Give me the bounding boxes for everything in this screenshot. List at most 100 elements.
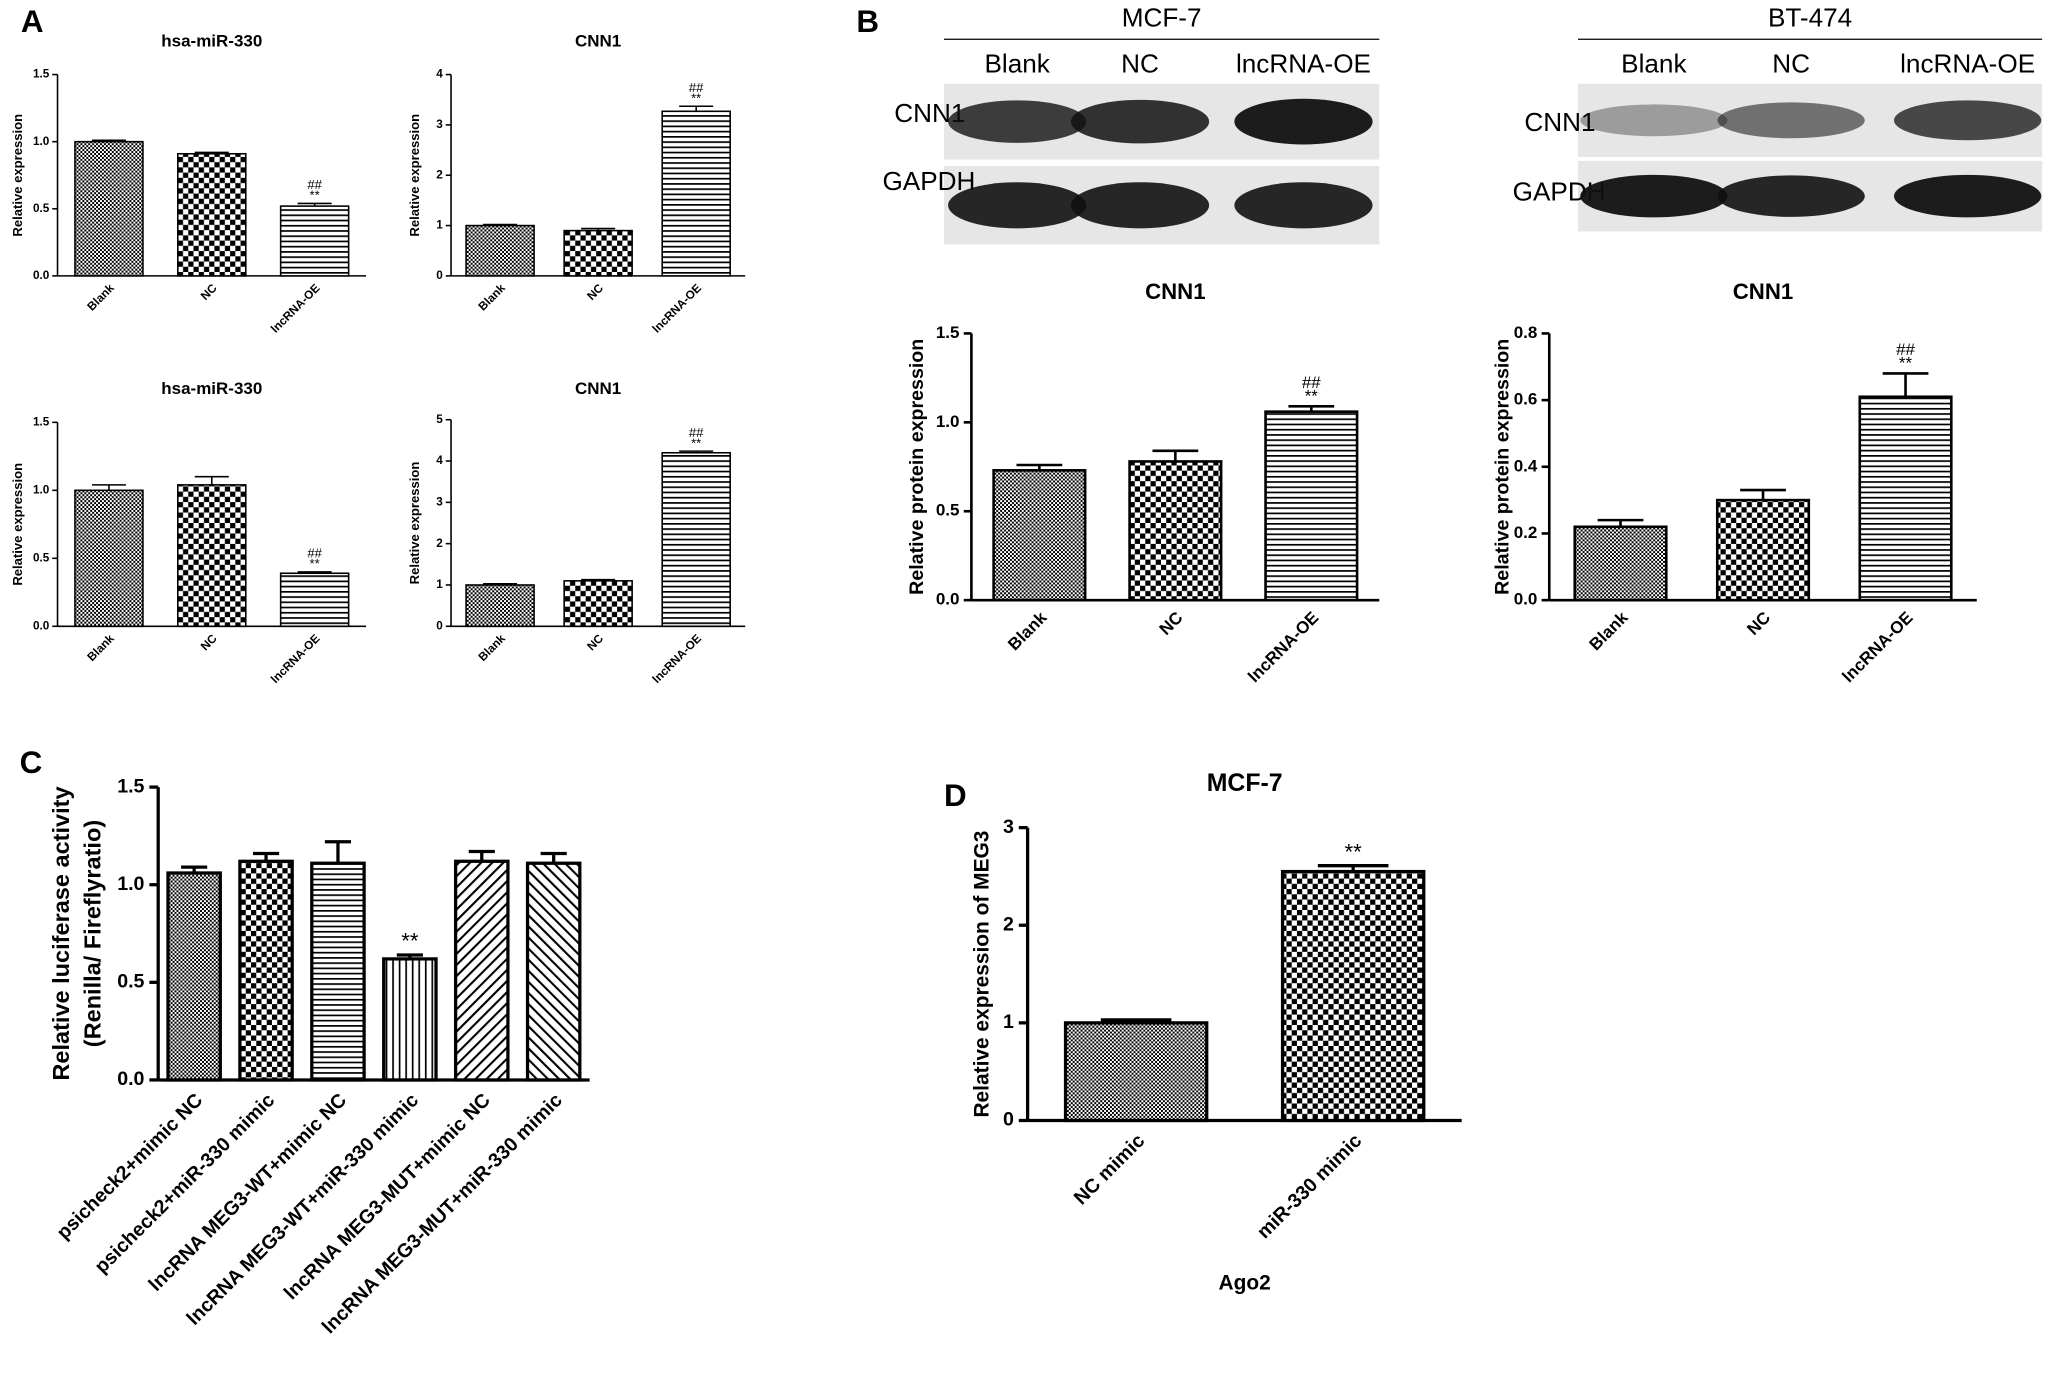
annotation: ## [1896, 340, 1915, 359]
panel-label: D [944, 778, 967, 813]
x-tick-label: NC mimic [1070, 1130, 1150, 1210]
bar [74, 140, 144, 277]
x-tick-label: Blank [1585, 608, 1632, 655]
y-tick-label: 1 [436, 578, 443, 591]
y-axis-label: Relative expression [10, 463, 25, 586]
bar [1280, 869, 1426, 1123]
x-tick-label: Blank [85, 281, 117, 313]
annotation: ** [691, 91, 701, 106]
y-tick-label: 0.6 [1514, 390, 1538, 409]
bar [166, 871, 222, 1082]
blot-lane-label: NC [1121, 48, 1159, 78]
x-tick-label: lncRNA-OE [1838, 608, 1916, 686]
chart-title: CNN1 [1733, 279, 1794, 304]
annotation: ** [1899, 354, 1913, 373]
annotation: ** [691, 435, 701, 450]
blot-band [1893, 100, 2042, 141]
y-tick-label: 3 [436, 495, 443, 508]
y-tick-label: 1.5 [33, 68, 50, 81]
y-tick-label: 4 [436, 68, 443, 81]
bar [382, 957, 438, 1082]
y-axis-label: Relative luciferase activity [48, 786, 74, 1080]
x-tick-label: NC [198, 281, 220, 303]
bar [1858, 395, 1953, 602]
y-tick-label: 5 [436, 413, 443, 426]
y-tick-label: 0.4 [1514, 456, 1538, 475]
blot-band [1234, 182, 1373, 229]
x-tick-label: lncRNA-OE [269, 632, 323, 686]
y-axis-label: Relative expression of MEG3 [971, 831, 994, 1118]
x-tick-label: Blank [476, 632, 508, 664]
x-tick-label: Blank [1004, 608, 1051, 655]
bar [177, 152, 247, 277]
y-tick-label: 0.0 [117, 1068, 144, 1090]
bar [661, 451, 731, 628]
bar [453, 859, 510, 1082]
y-axis-label: Relative expression [407, 114, 422, 237]
panel-label: C [20, 745, 43, 780]
y-tick-label: 0.0 [936, 590, 960, 609]
blot-cell-line: MCF-7 [1122, 3, 1202, 33]
annotation: ## [1302, 373, 1321, 392]
x-tick-label: NC [585, 281, 607, 303]
bar [661, 110, 731, 277]
y-tick-label: 1.0 [33, 483, 50, 496]
y-tick-label: 1.0 [936, 412, 960, 431]
blot-lane-label: Blank [1621, 48, 1687, 78]
blot-lane-label: Blank [984, 48, 1050, 78]
bar [177, 484, 247, 628]
y-tick-label: 0 [436, 269, 443, 282]
chart-title: CNN1 [575, 31, 621, 50]
x-tick-label: NC [1156, 608, 1187, 639]
bar [279, 205, 350, 277]
x-tick-label: lncRNA-OE [269, 282, 323, 336]
annotation: ** [1305, 386, 1319, 405]
bar [1128, 460, 1223, 602]
y-tick-label: 3 [436, 118, 443, 131]
y-tick-label: 0.0 [33, 269, 50, 282]
y-tick-label: 3 [1003, 816, 1014, 838]
x-tick-label: miR-330 mimic [1253, 1130, 1366, 1243]
y-tick-label: 0.5 [117, 971, 144, 993]
x-tick-label: lncRNA-OE [650, 632, 704, 686]
blot-cell-line: BT-474 [1768, 3, 1852, 33]
y-tick-label: 0.5 [33, 551, 50, 564]
y-tick-label: 0.5 [33, 202, 50, 215]
blot-lane-label: lncRNA-OE [1900, 48, 2035, 78]
y-tick-label: 0 [436, 619, 443, 632]
x-tick-label: Blank [85, 632, 117, 664]
blot-row-label: GAPDH [882, 166, 975, 196]
bar [465, 224, 535, 277]
y-tick-label: 1.5 [936, 323, 960, 342]
y-tick-label: 1 [436, 219, 443, 232]
annotation: ## [307, 546, 322, 561]
panel-label: A [21, 4, 44, 39]
bar [1063, 1021, 1209, 1123]
y-tick-label: 0.2 [1514, 523, 1538, 542]
y-tick-label: 1.5 [117, 775, 144, 797]
y-tick-label: 0.0 [33, 619, 50, 632]
bar [74, 489, 144, 628]
chart-title: CNN1 [575, 379, 621, 398]
blot-band [1580, 104, 1728, 137]
blot-band [1580, 174, 1728, 218]
blot-band [1070, 99, 1210, 144]
bar [563, 580, 633, 628]
y-tick-label: 4 [436, 454, 443, 467]
y-axis-label: Relative protein expression [906, 339, 928, 595]
blot-lane-label: NC [1772, 48, 1810, 78]
blot-band [1234, 98, 1373, 145]
y-axis-label: Relative expression [10, 114, 25, 237]
annotation: ## [307, 177, 322, 192]
x-axis-label: Ago2 [1219, 1271, 1271, 1294]
chart-title: hsa-miR-330 [161, 31, 262, 50]
bar [525, 861, 582, 1082]
bar [563, 229, 633, 277]
annotation: ** [310, 188, 320, 203]
x-tick-label: NC [585, 632, 607, 654]
blot-band [1070, 182, 1210, 229]
panel-label: B [856, 4, 879, 39]
chart-title: MCF-7 [1207, 770, 1283, 797]
blot-band [1893, 174, 2042, 218]
